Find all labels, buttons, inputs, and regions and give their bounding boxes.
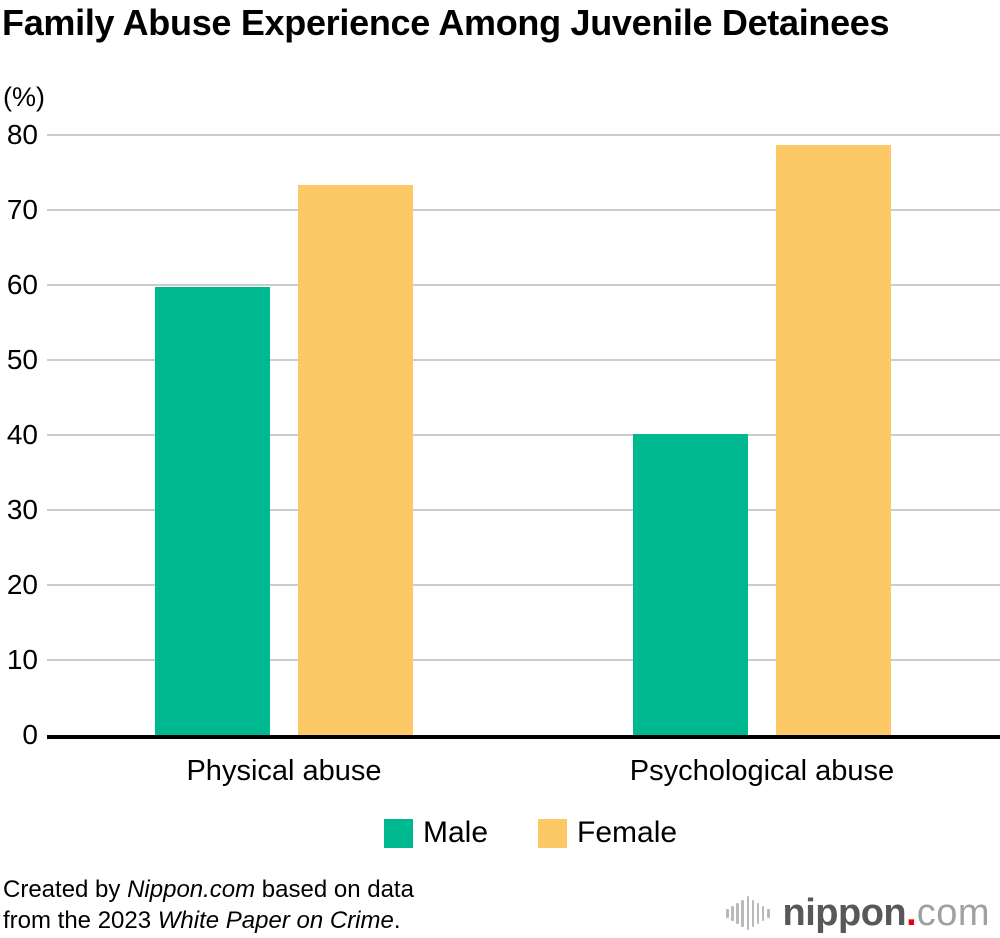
y-tick-label-0: 0 xyxy=(22,719,38,750)
y-tick-label-40: 40 xyxy=(6,419,38,450)
chart-title: Family Abuse Experience Among Juvenile D… xyxy=(2,2,890,43)
legend-item-female: Female xyxy=(538,816,677,850)
gridline-20 xyxy=(47,584,1000,586)
gridline-30 xyxy=(47,509,1000,511)
source-note-line2: from the 2023 White Paper on Crime. xyxy=(3,907,401,934)
source-note-brand: Nippon.com xyxy=(127,876,256,903)
bar-group-1 xyxy=(633,135,891,735)
x-category-label-1: Psychological abuse xyxy=(629,755,895,787)
source-note-line1: Created by Nippon.com based on data xyxy=(3,876,414,903)
y-tick-label-10: 10 xyxy=(6,644,38,675)
source-note-publication: White Paper on Crime xyxy=(157,907,394,934)
legend: Male Female xyxy=(384,816,677,850)
legend-item-male: Male xyxy=(384,816,488,850)
nippon-logo: nippon.com xyxy=(726,891,990,935)
legend-label-female: Female xyxy=(577,816,678,849)
bar-female-physical-abuse xyxy=(298,185,413,735)
legend-swatch-male xyxy=(384,818,413,848)
nippon-spinning-top-icon xyxy=(726,896,770,930)
nippon-logo-text: nippon.com xyxy=(782,892,990,934)
bar-group-0 xyxy=(155,135,413,735)
legend-label-male: Male xyxy=(423,816,489,849)
y-tick-label-30: 30 xyxy=(6,494,38,525)
y-tick-label-60: 60 xyxy=(6,269,38,300)
y-axis-unit-label: (%) xyxy=(3,82,45,112)
bar-male-physical-abuse xyxy=(155,287,270,735)
source-note: Created by Nippon.com based on data from… xyxy=(3,874,414,936)
bar-female-psychological-abuse xyxy=(776,144,891,735)
y-tick-label-70: 70 xyxy=(6,194,38,225)
plot-area xyxy=(47,134,1000,739)
legend-swatch-female xyxy=(538,818,568,848)
gridline-70 xyxy=(47,209,1000,211)
y-tick-label-20: 20 xyxy=(6,569,38,600)
bar-male-psychological-abuse xyxy=(633,434,748,735)
x-category-label-0: Physical abuse xyxy=(186,755,382,787)
gridline-80 xyxy=(47,134,1000,136)
y-tick-label-50: 50 xyxy=(6,344,38,375)
gridline-40 xyxy=(47,434,1000,436)
gridline-60 xyxy=(47,284,1000,286)
y-tick-label-80: 80 xyxy=(6,119,38,150)
gridline-50 xyxy=(47,359,1000,361)
gridline-10 xyxy=(47,659,1000,661)
